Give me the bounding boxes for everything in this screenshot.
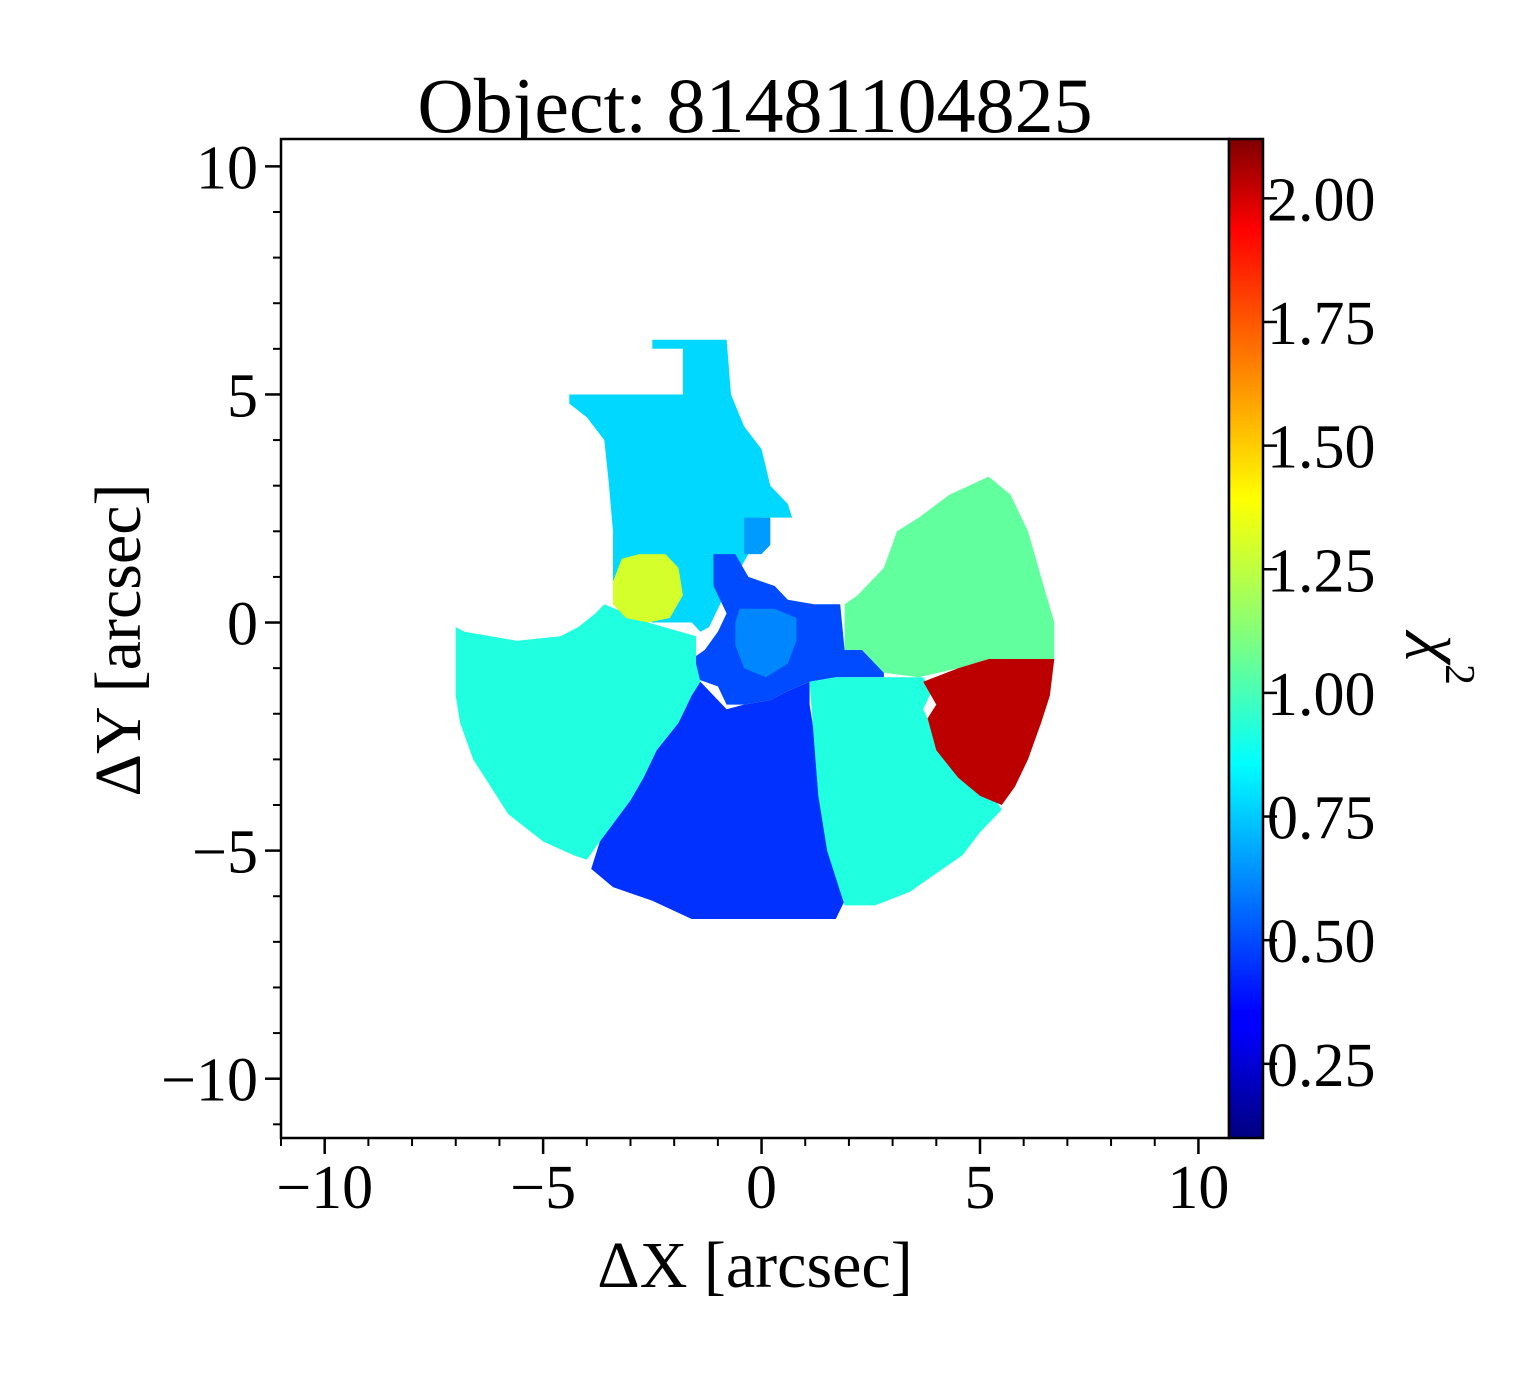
colorbar-tick-label: 1.50 [1267,414,1376,482]
colorbar-tick-label: 0.75 [1267,785,1376,853]
y-tick-label: 5 [227,362,258,430]
y-tick-label: 10 [196,134,258,202]
x-axis-label: ΔX [arcsec] [597,1229,912,1302]
voronoi-regions [455,339,1055,919]
colorbar-tick-label: 2.00 [1267,166,1376,234]
colorbar-tick-label: 1.75 [1267,290,1376,358]
region-red-wedge [923,659,1055,805]
region-central-patch [744,517,771,555]
y-axis: 10 5 0 −5 −10 [161,134,281,1126]
chart-title: Object: 81481104825 [417,62,1092,149]
x-tick-label: 0 [746,1154,777,1222]
region-south-wedge [591,681,845,919]
colorbar-label-superscript: 2 [1436,664,1482,685]
colorbar-label-symbol: χ [1405,629,1478,666]
x-axis: −10 −5 0 5 10 [276,1138,1229,1222]
colorbar-tick-label: 1.00 [1267,661,1376,729]
colorbar [1227,137,1265,1140]
y-tick-label: 0 [227,591,258,659]
colorbar-tick-label: 1.25 [1267,537,1376,605]
colorbar-axis: 0.25 0.50 0.75 1.00 1.25 1.50 1.75 2.00 [1263,166,1376,1100]
region-green-circle [613,554,683,623]
region-core-inner [735,608,797,678]
region-west-wedge [455,604,701,860]
region-east-wedge [844,476,1055,678]
colorbar-tick-label: 0.50 [1267,908,1376,976]
y-axis-label: ΔY [arcsec] [82,484,155,797]
colorbar-tick-label: 0.25 [1267,1032,1376,1100]
x-tick-label: 5 [964,1154,995,1222]
region-southeast-wedge [809,677,1002,906]
y-tick-label: −5 [192,819,258,887]
y-tick-label: −10 [161,1047,258,1115]
x-tick-label: 10 [1167,1154,1229,1222]
x-tick-label: −5 [510,1154,576,1222]
x-tick-label: −10 [276,1154,373,1222]
colorbar-label: χ2 [1405,629,1482,685]
